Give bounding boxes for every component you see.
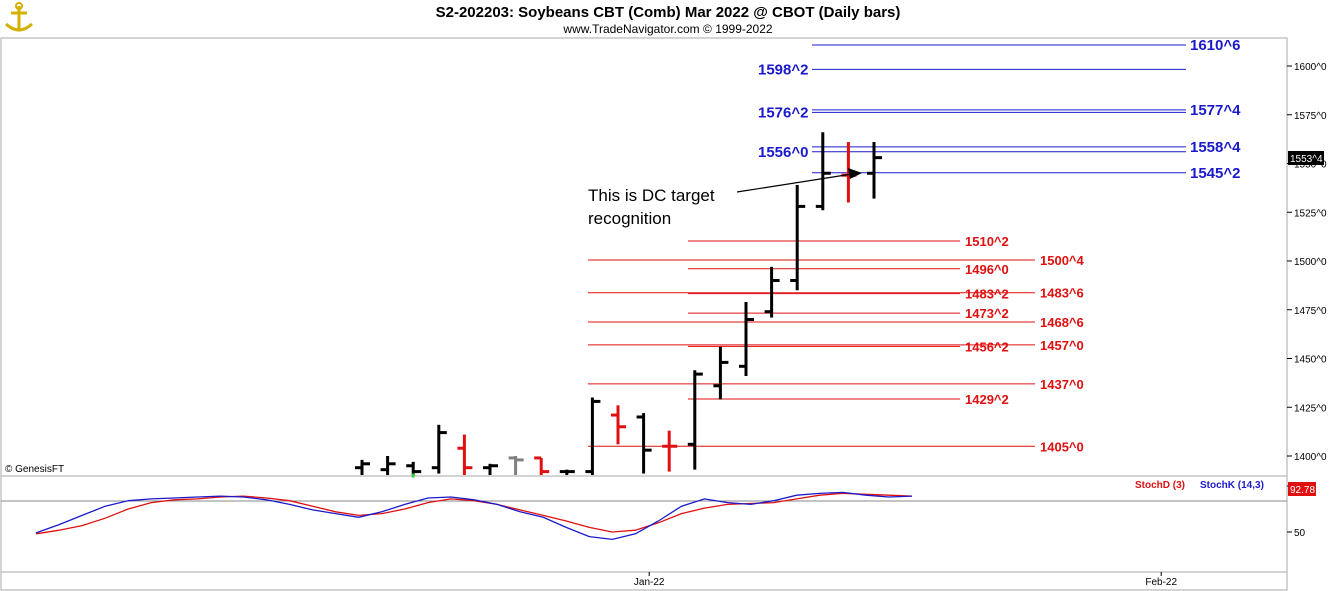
red-level-label: 1405^0 bbox=[1040, 439, 1084, 454]
stoch-k-legend: StochK (14,3) bbox=[1200, 480, 1264, 491]
dc-target-annotation: This is DC target recognition bbox=[588, 168, 862, 228]
red-level-label: 1483^6 bbox=[1040, 286, 1084, 301]
chart-title: S2-202203: Soybeans CBT (Comb) Mar 2022 … bbox=[436, 4, 901, 21]
y-tick-label: 1600^0 bbox=[1294, 62, 1327, 73]
green-signal-dot bbox=[411, 473, 415, 478]
stoch-d-legend: StochD (3) bbox=[1135, 480, 1185, 491]
red-level-label: 1510^2 bbox=[965, 234, 1009, 249]
stoch-tick-label: 50 bbox=[1294, 528, 1306, 539]
red-level-label: 1468^6 bbox=[1040, 315, 1084, 330]
y-tick-label: 1425^0 bbox=[1294, 403, 1327, 414]
red-level-label: 1456^2 bbox=[965, 339, 1009, 354]
x-axis-strip bbox=[0, 571, 1288, 591]
blue-level-label: 1577^4 bbox=[1190, 102, 1241, 119]
last-stoch-badge: 92.78 bbox=[1288, 482, 1316, 496]
anchor-logo-icon bbox=[4, 2, 34, 34]
y-tick-label: 1400^0 bbox=[1294, 452, 1327, 463]
red-level-label: 1496^0 bbox=[965, 262, 1009, 277]
red-level-label: 1437^0 bbox=[1040, 377, 1084, 392]
chart-subtitle: www.TradeNavigator.com © 1999-2022 bbox=[562, 22, 772, 36]
red-level-label: 1500^4 bbox=[1040, 253, 1085, 268]
blue-level-label: 1598^2 bbox=[758, 61, 808, 78]
last-stoch-value: 92.78 bbox=[1290, 485, 1315, 496]
y-tick-label: 1450^0 bbox=[1294, 355, 1327, 366]
x-tick-label: Feb-22 bbox=[1145, 577, 1177, 588]
y-tick-label: 1525^0 bbox=[1294, 208, 1327, 219]
blue-level-label: 1556^0 bbox=[758, 144, 808, 161]
blue-level-label: 1610^6 bbox=[1190, 37, 1240, 54]
stoch-series-line bbox=[35, 492, 913, 535]
annotation-line-2: recognition bbox=[588, 209, 671, 228]
annotation-arrow bbox=[736, 173, 853, 193]
x-tick-label: Jan-22 bbox=[634, 577, 665, 588]
blue-level-label: 1558^4 bbox=[1190, 139, 1241, 156]
last-price-value: 1553^4 bbox=[1290, 154, 1323, 165]
y-tick-label: 1500^0 bbox=[1294, 257, 1327, 268]
last-price-badge: 1553^4 bbox=[1288, 151, 1324, 165]
price-pane-frame bbox=[0, 37, 1288, 477]
red-level-label: 1429^2 bbox=[965, 392, 1009, 407]
annotation-line-1: This is DC target bbox=[588, 186, 715, 205]
arrow-head-icon bbox=[848, 168, 862, 179]
red-level-label: 1457^0 bbox=[1040, 338, 1084, 353]
stoch-pane-frame bbox=[0, 475, 1288, 573]
blue-level-label: 1545^2 bbox=[1190, 165, 1240, 182]
copyright-label: © GenesisFT bbox=[5, 464, 64, 475]
red-level-label: 1473^2 bbox=[965, 306, 1009, 321]
y-tick-label: 1575^0 bbox=[1294, 111, 1327, 122]
y-tick-label: 1475^0 bbox=[1294, 306, 1327, 317]
red-level-label: 1483^2 bbox=[965, 287, 1009, 302]
stoch-series-line bbox=[35, 491, 913, 541]
blue-level-label: 1576^2 bbox=[758, 104, 808, 121]
